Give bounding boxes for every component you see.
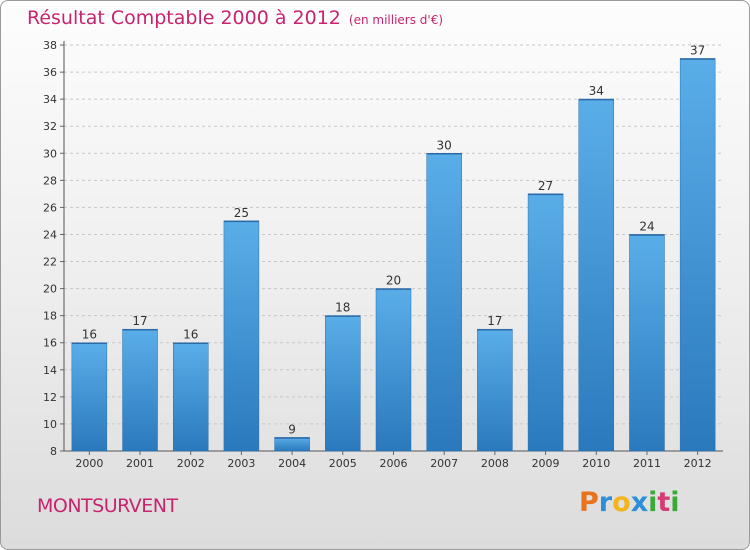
data-label: 17 [487, 314, 502, 328]
logo-letter: P [579, 487, 599, 518]
data-label: 30 [437, 138, 452, 152]
data-label: 16 [183, 328, 198, 342]
y-tick-label: 14 [43, 364, 57, 377]
y-tick-label: 28 [43, 174, 57, 187]
x-tick-label: 2002 [177, 457, 205, 470]
logo-letter: t [657, 487, 671, 518]
y-tick-label: 22 [43, 256, 57, 269]
bar [679, 58, 716, 452]
x-tick-label: 2000 [75, 457, 103, 470]
chart-title: Résultat Comptable 2000 à 2012 (en millie… [27, 7, 443, 29]
y-tick-label: 10 [43, 418, 57, 431]
bar [375, 288, 412, 452]
bar [172, 342, 209, 452]
bar [629, 234, 665, 452]
x-tick-label: 2003 [227, 457, 255, 470]
y-tick-label: 38 [43, 39, 57, 52]
y-tick-label: 12 [43, 391, 57, 404]
x-tick-label: 2008 [481, 457, 509, 470]
y-tick-label: 34 [43, 93, 57, 106]
x-tick-label: 2010 [582, 457, 610, 470]
y-tick-label: 18 [43, 310, 57, 323]
logo-letter: o [612, 487, 631, 518]
x-tick-label: 2009 [532, 457, 560, 470]
y-tick-label: 32 [43, 120, 57, 133]
bar [426, 153, 462, 452]
logo-letter: x [630, 487, 649, 518]
bar [325, 315, 361, 452]
logo-letter: i [670, 487, 680, 518]
x-tick-label: 2012 [684, 457, 712, 470]
x-tick-label: 2001 [126, 457, 154, 470]
proxiti-logo: Proxiti [579, 487, 680, 518]
logo-letter: r [598, 487, 613, 518]
bar [274, 437, 310, 452]
bar [223, 220, 260, 452]
x-tick-label: 2007 [430, 457, 458, 470]
data-label: 16 [82, 328, 97, 342]
y-tick-label: 26 [43, 201, 57, 214]
chart-unit: (en milliers d'€) [348, 13, 444, 27]
data-label: 18 [335, 301, 350, 315]
y-tick-label: 36 [43, 66, 57, 79]
y-tick-label: 8 [50, 445, 57, 458]
data-label: 9 [288, 422, 296, 436]
chart-title-text: Résultat Comptable 2000 à 2012 [27, 7, 341, 29]
commune-name: MONTSURVENT [37, 495, 178, 517]
data-label: 20 [386, 274, 401, 288]
y-tick-label: 20 [43, 283, 57, 296]
y-tick-label: 16 [43, 337, 57, 350]
x-tick-label: 2006 [380, 457, 408, 470]
y-tick-label: 30 [43, 147, 57, 160]
bar [527, 193, 564, 452]
logo-letter: i [648, 487, 658, 518]
data-label: 27 [538, 179, 553, 193]
data-label: 24 [639, 219, 654, 233]
bar [578, 98, 615, 452]
data-label: 37 [690, 44, 705, 58]
y-tick-label: 24 [43, 228, 57, 241]
x-tick-label: 2004 [278, 457, 306, 470]
x-tick-label: 2011 [633, 457, 661, 470]
data-label: 17 [132, 314, 147, 328]
bar [71, 342, 108, 452]
data-label: 34 [589, 84, 604, 98]
bar [477, 328, 513, 452]
x-tick-label: 2005 [329, 457, 357, 470]
bar [122, 328, 158, 452]
data-label: 25 [234, 206, 249, 220]
